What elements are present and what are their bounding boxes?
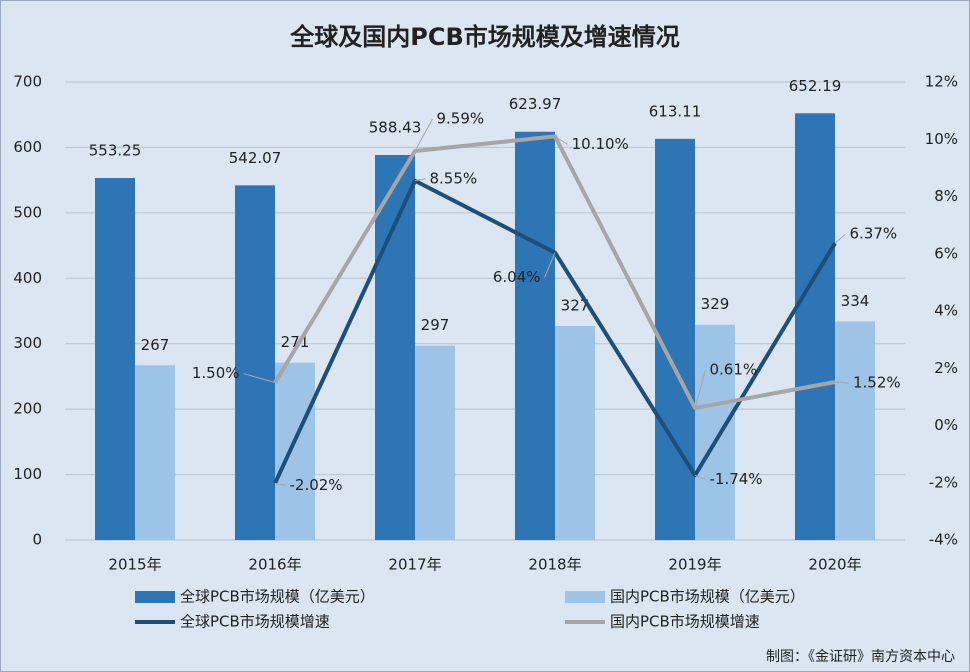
line-value-label: 1.52% [853,373,901,391]
line-value-label: 1.50% [192,364,240,382]
y-tick-label: 300 [13,334,42,352]
x-tick-label: 2016年 [248,556,301,574]
bar [275,362,315,540]
legend-label: 国内PCB市场规模（亿美元） [610,588,805,606]
line-value-label: 0.61% [710,361,758,379]
leader-line [834,381,850,384]
leader-line [243,373,276,384]
legend-label: 全球PCB市场规模增速 [180,613,330,631]
bar [555,326,595,540]
x-tick-label: 2015年 [108,556,161,574]
y-tick-label: 600 [13,138,42,156]
y-tick-label: 200 [13,400,42,418]
line-series [273,134,836,411]
line-value-label: 10.10% [572,135,629,153]
y2-tick-label: 0% [934,416,958,434]
chart-title: 全球及国内PCB市场规模及增速情况 [289,23,680,51]
legend-swatch [135,591,175,603]
x-tick-label: 2018年 [528,556,581,574]
bar [695,324,735,540]
line-value-label: 6.04% [493,268,541,286]
leader-line [694,474,706,480]
bar-value-label: 652.19 [789,77,842,95]
y-tick-label: 700 [13,73,42,91]
leader-line [554,135,568,145]
line-value-label: 6.37% [850,225,898,243]
y-tick-label: 400 [13,269,42,287]
leader-line [414,178,426,182]
y2-tick-label: 4% [934,302,958,320]
legend-swatch [565,591,605,603]
x-tick-label: 2017年 [388,556,441,574]
y-tick-label: 100 [13,465,42,483]
y2-tick-label: 8% [934,187,958,205]
y2-tick-label: 10% [925,130,958,148]
bar [835,321,875,540]
bar-value-label: 588.43 [369,118,422,136]
y2-tick-label: 6% [934,244,958,262]
bar-value-label: 329 [701,295,730,313]
bar [415,345,455,540]
bar [795,113,835,540]
leader-line [544,252,556,278]
y-tick-label: 500 [13,203,42,221]
bar [135,365,175,540]
source: 制图：《金证研》南方资本中心 [766,649,955,665]
bar-value-label: 327 [561,297,590,315]
legend-label: 国内PCB市场规模增速 [610,613,760,631]
bar [95,178,135,541]
bar-value-label: 553.25 [89,142,142,160]
bar [515,131,555,540]
leader-line [694,369,706,409]
y2-tick-label: 2% [934,359,958,377]
leader-line [414,118,433,152]
bar-value-label: 267 [141,336,170,354]
line-value-label: 9.59% [437,109,485,127]
bar-value-label: 613.11 [649,102,702,120]
legend-label: 全球PCB市场规模（亿美元） [180,588,375,606]
line-value-label: 8.55% [430,169,478,187]
y2-tick-label: 12% [925,73,958,91]
bar [375,154,415,540]
x-tick-label: 2020年 [808,556,861,574]
bar-value-label: 334 [841,292,870,310]
bar [235,185,275,540]
line-value-label: -2.02% [290,476,343,494]
bar-value-label: 623.97 [509,95,562,113]
y-tick-label: 0 [32,531,42,549]
bar-value-label: 542.07 [229,149,282,167]
leader-line [274,482,286,486]
x-tick-label: 2019年 [668,556,721,574]
y2-tick-label: -4% [929,531,958,549]
y2-tick-label: -2% [929,473,958,491]
line-value-label: -1.74% [710,470,763,488]
bar-value-label: 297 [421,316,450,334]
leader-line [834,233,846,244]
